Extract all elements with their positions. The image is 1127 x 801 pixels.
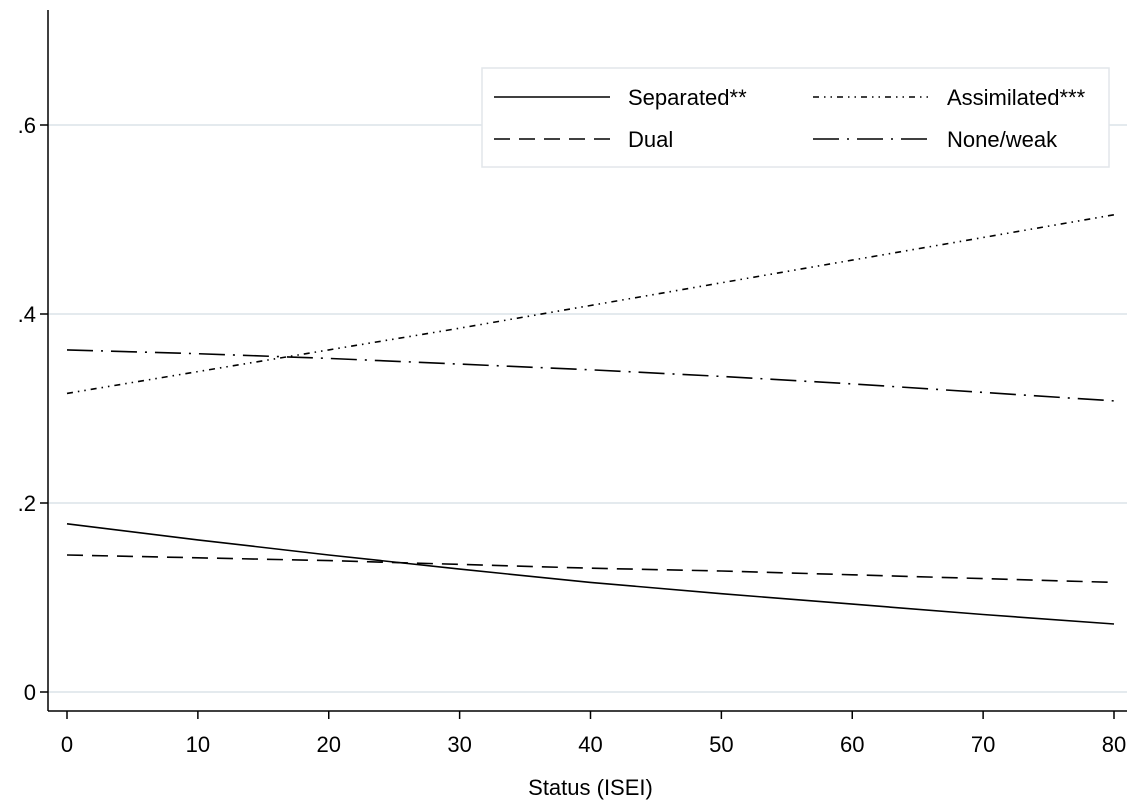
y-tick-label-1: .2 [18, 491, 36, 516]
x-tick-label-2: 20 [317, 732, 341, 757]
x-tick-label-7: 70 [971, 732, 995, 757]
legend-box [481, 67, 1110, 168]
series-line-0 [66, 523, 1115, 625]
legend-label-1: Assimilated*** [947, 85, 1086, 110]
series-line-1 [66, 214, 1115, 395]
y-tick-label-0: 0 [24, 680, 36, 705]
series-line-2 [66, 554, 1115, 584]
gridlines [48, 124, 1127, 693]
y-tick-label-2: .4 [18, 302, 36, 327]
axes: 0 .2 .4 .6 0 10 20 30 40 50 60 70 80 [18, 10, 1127, 757]
x-tick-label-3: 30 [447, 732, 471, 757]
legend-label-0: Separated** [628, 85, 747, 110]
legend-label-2: Dual [628, 127, 673, 152]
legend: Separated** Assimilated*** Dual None/weak [481, 67, 1110, 168]
series-line-3 [66, 349, 1115, 402]
x-tick-label-1: 10 [186, 732, 210, 757]
x-tick-label-4: 40 [578, 732, 602, 757]
x-axis-title: Status (ISEI) [528, 775, 653, 800]
legend-label-3: None/weak [947, 127, 1058, 152]
y-tick-label-3: .6 [18, 113, 36, 138]
x-tick-label-6: 60 [840, 732, 864, 757]
x-tick-label-8: 80 [1102, 732, 1126, 757]
x-tick-label-0: 0 [61, 732, 73, 757]
series-lines [66, 214, 1115, 625]
x-tick-label-5: 50 [709, 732, 733, 757]
